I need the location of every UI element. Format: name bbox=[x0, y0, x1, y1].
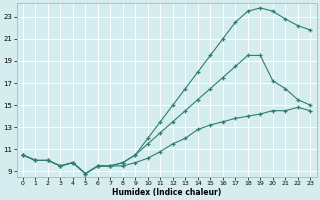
X-axis label: Humidex (Indice chaleur): Humidex (Indice chaleur) bbox=[112, 188, 221, 197]
